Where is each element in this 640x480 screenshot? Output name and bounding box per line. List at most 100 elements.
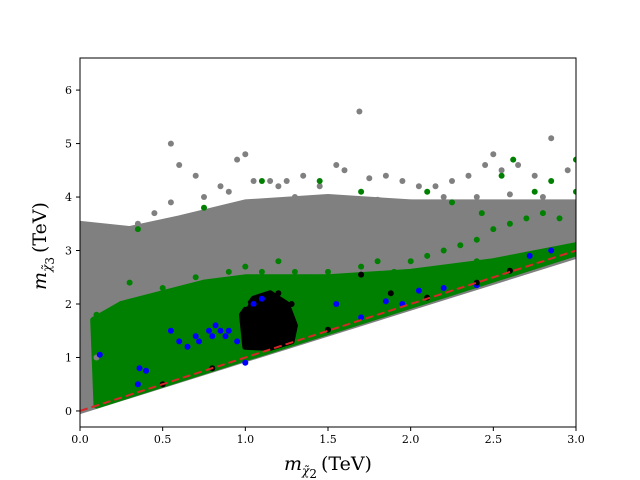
scatter-point-s0-36 xyxy=(531,172,538,179)
scatter-point-s0-34 xyxy=(498,167,505,174)
scatter-point-s1-16 xyxy=(341,274,348,281)
scatter-point-s1-1 xyxy=(101,327,108,334)
scatter-point-s2-2 xyxy=(136,365,143,372)
scatter-point-s0-20 xyxy=(300,172,307,179)
scatter-point-s2-24 xyxy=(548,247,555,254)
scatter-point-s0-28 xyxy=(415,183,422,190)
scatter-point-s0-15 xyxy=(250,178,257,184)
scatter-point-s0-53 xyxy=(573,199,576,206)
y-tick-label-4: 4 xyxy=(65,191,72,204)
scatter-point-s1-41 xyxy=(548,178,555,184)
scatter-point-s0-24 xyxy=(356,108,363,115)
scatter-point-s0-32 xyxy=(482,162,489,168)
scatter-point-s0-22 xyxy=(333,162,340,168)
scatter-point-s1-26 xyxy=(506,220,513,227)
scatter-point-s3-19 xyxy=(272,335,279,342)
x-tick-label-1: 0.5 xyxy=(154,433,172,446)
scatter-point-s0-27 xyxy=(399,178,406,184)
scatter-point-s0-51 xyxy=(506,191,513,198)
scatter-point-s0-18 xyxy=(283,178,290,184)
scatter-point-s0-41 xyxy=(176,231,183,238)
reference-line xyxy=(79,249,577,412)
scatter-point-s0-7 xyxy=(167,140,174,147)
scatter-point-s0-3 xyxy=(126,228,133,235)
scatter-point-s3-9 xyxy=(278,333,285,340)
y-tick-label-1: 1 xyxy=(65,351,72,364)
scatter-point-s0-38 xyxy=(564,167,571,174)
scatter-point-s1-45 xyxy=(209,311,216,318)
scatter-point-s1-28 xyxy=(539,210,546,217)
scatter-point-s0-46 xyxy=(341,199,348,206)
scatter-point-s0-25 xyxy=(366,175,373,182)
scatter-point-s1-19 xyxy=(391,268,398,275)
scatter-point-s1-10 xyxy=(242,263,249,270)
scatter-point-s0-43 xyxy=(242,215,249,222)
scatter-point-s0-9 xyxy=(192,172,199,179)
scatter-point-s0-48 xyxy=(407,199,414,206)
scatter-point-s1-3 xyxy=(126,279,133,286)
y-ticks: 0 1 2 3 4 5 6 xyxy=(65,84,80,418)
scatter-point-s1-18 xyxy=(374,258,381,265)
scatter-point-s1-49 xyxy=(473,258,480,265)
y-tick-label-5: 5 xyxy=(65,138,72,151)
scatter-point-s0-44 xyxy=(275,210,282,217)
scatter-point-s1-5 xyxy=(159,285,166,291)
scatter-point-s0-19 xyxy=(291,194,298,200)
x-axis-label-unit: (TeV) xyxy=(321,453,372,475)
scatter-point-s1-8 xyxy=(209,279,216,286)
scatter-point-s1-13 xyxy=(291,268,298,275)
scatter-point-s1-7 xyxy=(192,274,199,281)
scatter-point-s0-37 xyxy=(548,135,555,142)
scatter-point-s0-29 xyxy=(432,183,439,190)
density-region-1 xyxy=(90,242,576,409)
scatter-point-s1-35 xyxy=(424,188,431,195)
scatter-point-s1-42 xyxy=(573,156,576,163)
scatter-point-s2-23 xyxy=(526,252,533,259)
scatter-point-s0-55 xyxy=(93,301,100,307)
scatter-point-s1-31 xyxy=(201,204,207,211)
scatter-point-s1-24 xyxy=(473,236,480,243)
scatter-point-s3-8 xyxy=(275,290,282,297)
scatter-point-s3-20 xyxy=(358,271,365,278)
scatter-point-s1-12 xyxy=(275,258,282,265)
scatter-point-s1-25 xyxy=(490,226,497,233)
scatter-point-s1-46 xyxy=(242,301,249,307)
scatter-point-s0-58 xyxy=(440,220,447,227)
scatter-point-s0-45 xyxy=(308,204,315,211)
scatter-point-s2-14 xyxy=(225,327,232,334)
scatter-point-s2-9 xyxy=(206,327,212,334)
scatter-point-s1-2 xyxy=(118,301,125,307)
scatter-point-s1-38 xyxy=(498,172,505,179)
scatter-point-s2-6 xyxy=(184,343,191,350)
scatter-point-s0-23 xyxy=(341,167,348,174)
scatter-point-s2-5 xyxy=(176,338,183,345)
scatter-point-s2-27 xyxy=(358,314,365,321)
scatter-point-s0-39 xyxy=(110,268,117,275)
scatter-point-s0-49 xyxy=(440,194,447,200)
scatter-point-s3-17 xyxy=(288,322,295,329)
scatter-point-s3-18 xyxy=(247,314,254,321)
x-tick-label-3: 1.5 xyxy=(319,433,337,446)
scatter-point-s0-6 xyxy=(167,199,174,206)
scatter-point-s0-35 xyxy=(515,162,522,168)
scatter-point-s1-36 xyxy=(449,199,455,206)
scatter-point-s3-14 xyxy=(267,343,274,350)
scatter-point-s3-5 xyxy=(262,301,269,307)
scatter-point-s0-50 xyxy=(473,194,480,200)
x-axis-label-prefix: m xyxy=(284,453,302,475)
y-axis-label-subscript-index: 3 xyxy=(43,257,57,265)
scatter-point-s1-22 xyxy=(440,247,447,254)
y-axis-label-subscript: χ̃ xyxy=(40,264,54,273)
scatter-point-s0-47 xyxy=(374,196,381,203)
scatter-point-s1-37 xyxy=(478,210,485,217)
scatter-point-s0-14 xyxy=(242,151,249,158)
y-tick-label-2: 2 xyxy=(65,298,72,311)
scatter-point-s2-11 xyxy=(212,322,219,329)
scatter-point-s1-40 xyxy=(531,188,538,195)
scatter-point-s0-1 xyxy=(101,242,108,249)
scatter-point-s1-29 xyxy=(556,215,563,222)
scatter-point-s2-4 xyxy=(167,327,174,334)
x-tick-label-0: 0.0 xyxy=(71,433,89,446)
scatter-point-s2-8 xyxy=(196,338,202,345)
